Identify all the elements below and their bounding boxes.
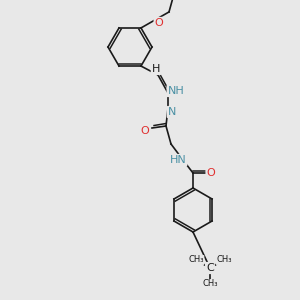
Text: N: N	[168, 107, 176, 117]
Text: O: O	[190, 0, 200, 1]
Text: CH₃: CH₃	[188, 256, 204, 265]
Text: H: H	[152, 64, 160, 74]
Text: O: O	[141, 126, 149, 136]
Text: HN: HN	[169, 155, 186, 165]
Text: C: C	[206, 263, 214, 273]
Text: NH: NH	[168, 86, 184, 96]
Text: O: O	[207, 168, 215, 178]
Text: O: O	[154, 18, 164, 28]
Text: CH₃: CH₃	[202, 280, 218, 289]
Text: CH₃: CH₃	[216, 256, 232, 265]
